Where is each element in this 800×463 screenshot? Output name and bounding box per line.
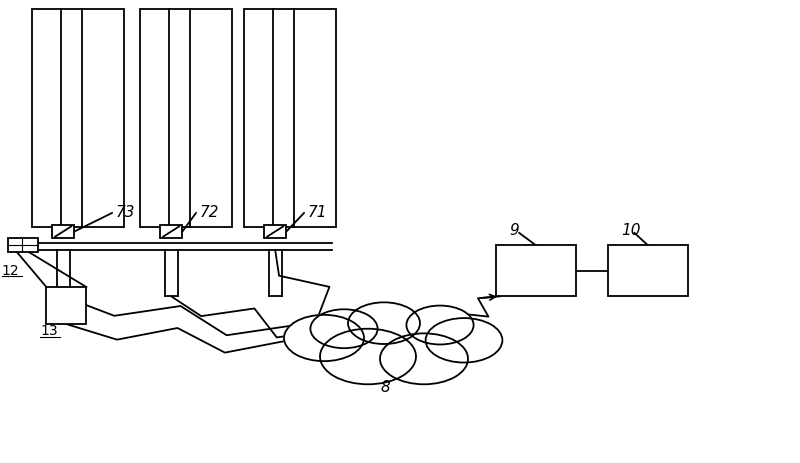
Bar (608, 245, 688, 296)
Text: 8: 8 (381, 380, 390, 394)
Circle shape (406, 306, 474, 344)
Text: 73: 73 (116, 206, 135, 220)
Text: 13: 13 (40, 324, 58, 338)
Text: 12: 12 (2, 264, 19, 278)
Circle shape (380, 333, 468, 384)
Bar (496, 245, 576, 296)
Text: 10: 10 (622, 223, 641, 238)
Circle shape (348, 302, 420, 344)
Text: 9: 9 (510, 223, 519, 238)
Bar (46, 287, 86, 324)
Bar (160, 225, 182, 238)
Text: 72: 72 (200, 206, 219, 220)
Text: 71: 71 (308, 206, 327, 220)
Bar (244, 9, 336, 227)
Bar (52, 225, 74, 238)
Circle shape (320, 329, 416, 384)
Circle shape (426, 318, 502, 363)
Bar (8, 238, 38, 252)
Circle shape (284, 315, 364, 361)
Bar (32, 9, 124, 227)
Bar (264, 225, 286, 238)
Bar (140, 9, 232, 227)
Circle shape (310, 309, 378, 348)
